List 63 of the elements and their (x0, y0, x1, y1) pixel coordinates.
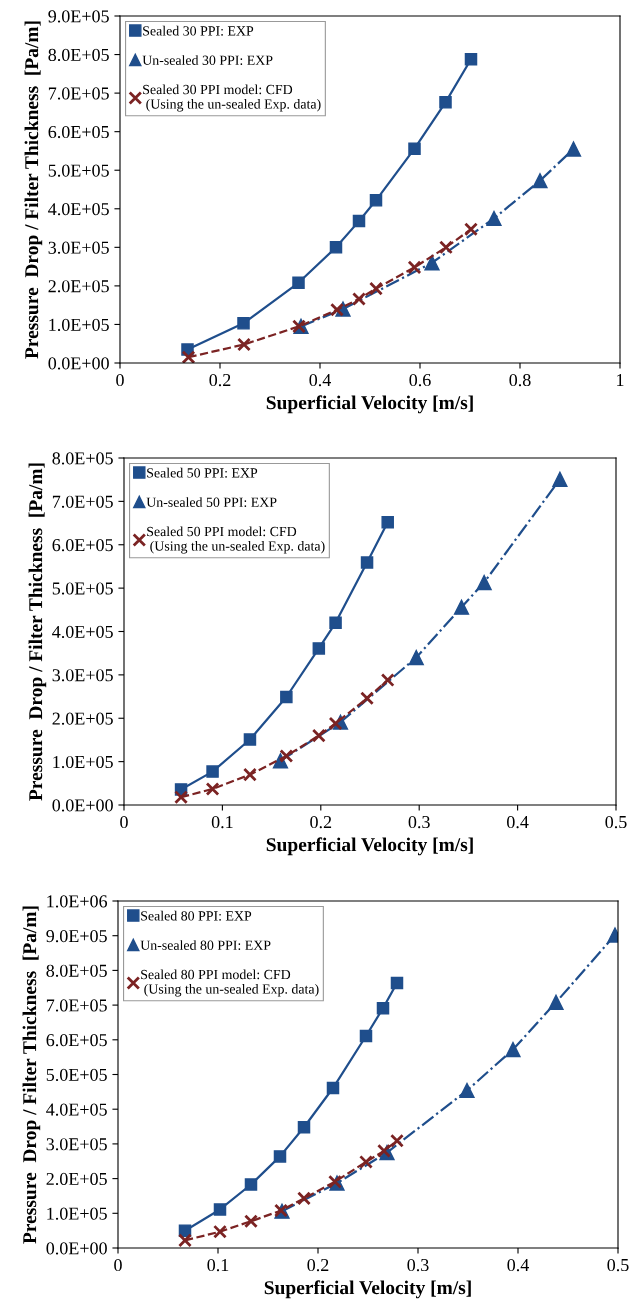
y-axis-title: Pressure Drop / Filter Thickness [Pa/m] (24, 21, 43, 359)
y-tick-label: 0.0E+00 (46, 1242, 107, 1255)
x-axis-title: Superficial Velocity [m/s] (266, 837, 473, 856)
y-tick-label: 6.0E+05 (48, 125, 109, 139)
y-tick-label: 2.0E+05 (52, 712, 113, 725)
y-tick-label: 1.0E+06 (47, 895, 108, 908)
y-tick-label: 2.0E+05 (46, 1172, 107, 1186)
y-tick-label: 9.0E+05 (46, 929, 107, 943)
legend-label: Sealed 50 PPI model: CFD (Using the un-sealed Exp. data) (147, 526, 325, 554)
y-tick-label: 1.0E+05 (49, 318, 109, 331)
y-tick-label: 2.0E+05 (48, 280, 109, 293)
x-tick-label: 0.4 (507, 815, 529, 829)
legend-label: Sealed 80 PPI model: CFD (Using the un-sealed Exp. data) (141, 969, 319, 997)
y-axis-title: Pressure Drop / Filter Thickness [Pa/m] (28, 463, 47, 801)
x-tick-label: 0.4 (309, 373, 331, 387)
y-tick-label: 8.0E+05 (46, 964, 107, 977)
y-tick-label: 4.0E+05 (52, 625, 113, 639)
y-tick-label: 4.0E+05 (46, 1103, 107, 1116)
x-tick-label: 0.1 (207, 1258, 229, 1272)
x-tick-label: 0.2 (307, 1258, 329, 1272)
y-tick-label: 1.0E+05 (53, 755, 113, 769)
y-tick-label: 7.0E+05 (48, 87, 109, 100)
y-tick-label: 8.0E+05 (52, 452, 113, 465)
legend-label: Sealed 50 PPI: EXP (147, 467, 258, 478)
x-tick-label: 0.3 (407, 1258, 429, 1272)
x-tick-label: 0.4 (507, 1258, 529, 1272)
y-tick-label: 5.0E+05 (48, 164, 109, 177)
y-tick-label: 3.0E+05 (48, 241, 109, 254)
y-tick-label: 0.0E+00 (52, 799, 113, 812)
y-tick-label: 6.0E+05 (46, 1034, 107, 1047)
x-tick-label: 0.2 (209, 373, 231, 387)
x-axis-title: Superficial Velocity [m/s] (264, 1280, 471, 1299)
x-tick-label: 0.3 (408, 815, 430, 829)
x-tick-label: 0 (120, 815, 128, 829)
x-tick-label: 0.8 (509, 373, 531, 387)
y-tick-label: 7.0E+05 (52, 495, 113, 508)
y-tick-label: 8.0E+05 (48, 48, 109, 62)
legend-label: Un-sealed 80 PPI: EXP (140, 940, 271, 950)
x-tick-label: 0.2 (310, 815, 332, 829)
x-axis-title: Superficial Velocity [m/s] (266, 395, 473, 414)
y-tick-label: 5.0E+05 (46, 1068, 107, 1082)
y-tick-label: 7.0E+05 (46, 999, 107, 1012)
legend-label: Un-sealed 30 PPI: EXP (142, 55, 273, 65)
y-tick-label: 3.0E+05 (46, 1138, 107, 1151)
y-tick-label: 1.0E+05 (47, 1207, 107, 1220)
legend-label: Sealed 30 PPI model: CFD (Using the un-sealed Exp. data) (143, 84, 321, 112)
x-tick-label: 0.6 (409, 373, 431, 387)
x-tick-label: 0.5 (605, 815, 627, 829)
legend-label: Un-sealed 50 PPI: EXP (146, 497, 277, 507)
x-tick-label: 0.1 (211, 815, 233, 829)
legend-label: Sealed 80 PPI: EXP (141, 910, 252, 921)
y-tick-label: 5.0E+05 (52, 582, 113, 595)
y-tick-label: 9.0E+05 (48, 10, 109, 23)
y-tick-label: 4.0E+05 (48, 203, 109, 216)
y-tick-label: 3.0E+05 (52, 669, 113, 682)
legend-label: Sealed 30 PPI: EXP (143, 25, 254, 36)
y-axis-title: Pressure Drop / Filter Thickness [Pa/m] (22, 906, 41, 1244)
x-tick-label: 0 (116, 373, 124, 387)
x-tick-label: 0 (114, 1258, 122, 1272)
x-tick-label: 1 (617, 374, 624, 386)
y-tick-label: 0.0E+00 (48, 357, 109, 370)
y-tick-label: 6.0E+05 (52, 539, 113, 552)
x-tick-label: 0.5 (607, 1258, 629, 1272)
